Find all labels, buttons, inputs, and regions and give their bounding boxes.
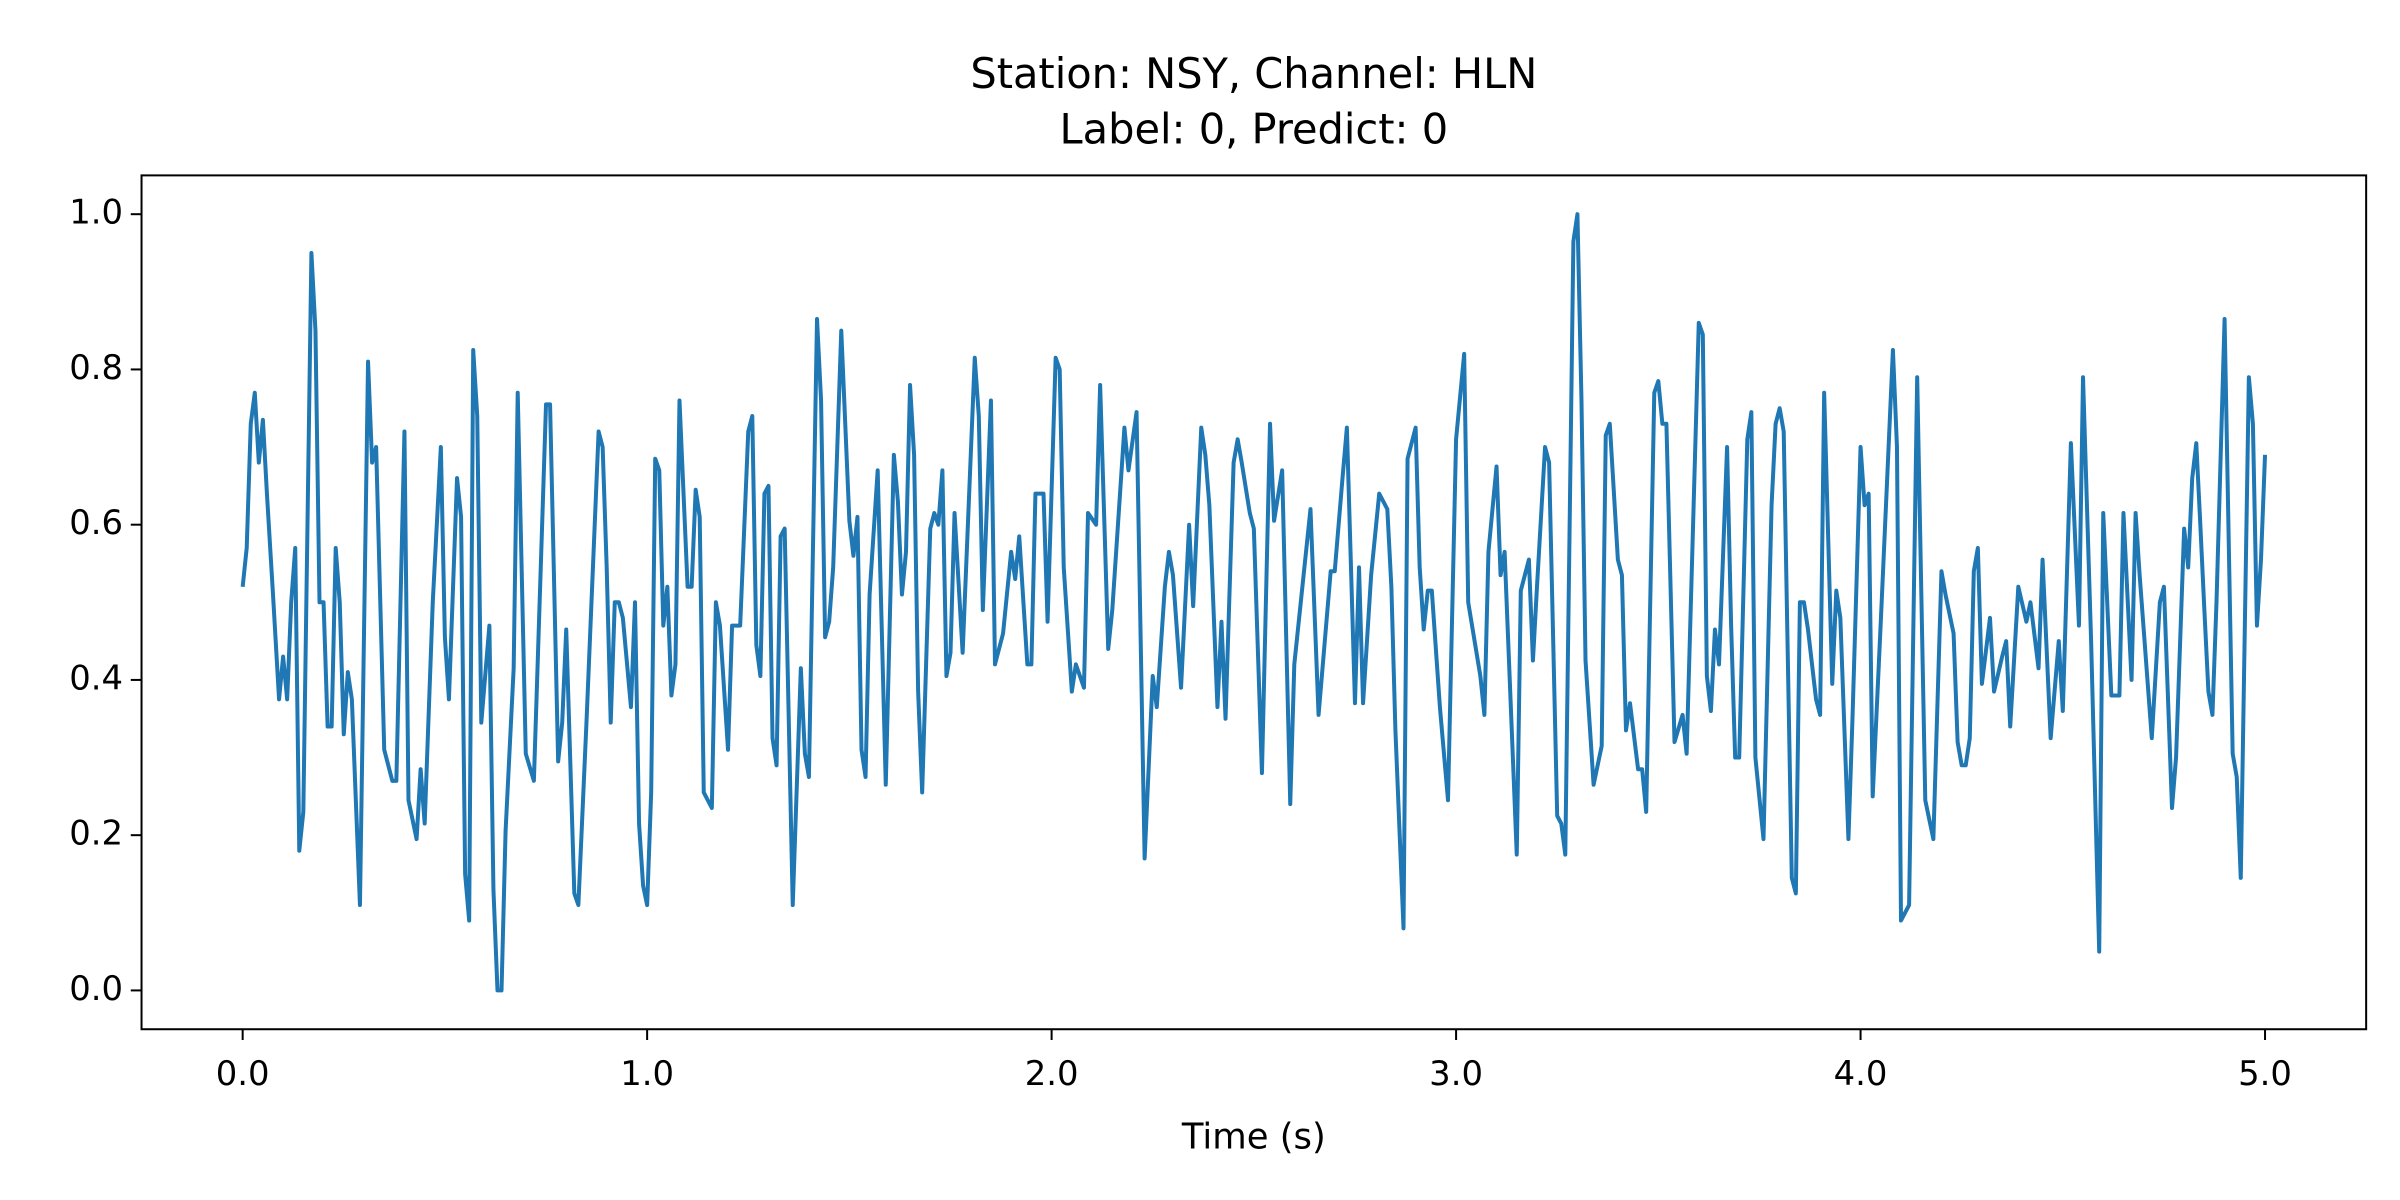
y-tick-label: 0.2	[69, 814, 123, 853]
x-tick-label: 0.0	[216, 1054, 270, 1093]
chart-title: Label: 0, Predict: 0	[1060, 104, 1449, 153]
chart-title: Station: NSY, Channel: HLN	[970, 49, 1537, 98]
x-tick-label: 2.0	[1025, 1054, 1079, 1093]
series-line	[240, 212, 2268, 993]
x-tick-label: 1.0	[620, 1054, 674, 1093]
y-tick-label: 1.0	[69, 193, 123, 232]
plot-frame	[140, 174, 2368, 1031]
y-tick-label: 0.8	[69, 348, 123, 387]
x-axis-label: Time (s)	[1181, 1116, 1326, 1157]
x-tick-label: 3.0	[1429, 1054, 1483, 1093]
x-tick-label: 5.0	[2238, 1054, 2292, 1093]
x-tick-label: 4.0	[1834, 1054, 1888, 1093]
y-tick-label: 0.4	[69, 658, 123, 697]
y-tick-label: 0.6	[69, 503, 123, 542]
y-tick-label: 0.0	[69, 969, 123, 1008]
